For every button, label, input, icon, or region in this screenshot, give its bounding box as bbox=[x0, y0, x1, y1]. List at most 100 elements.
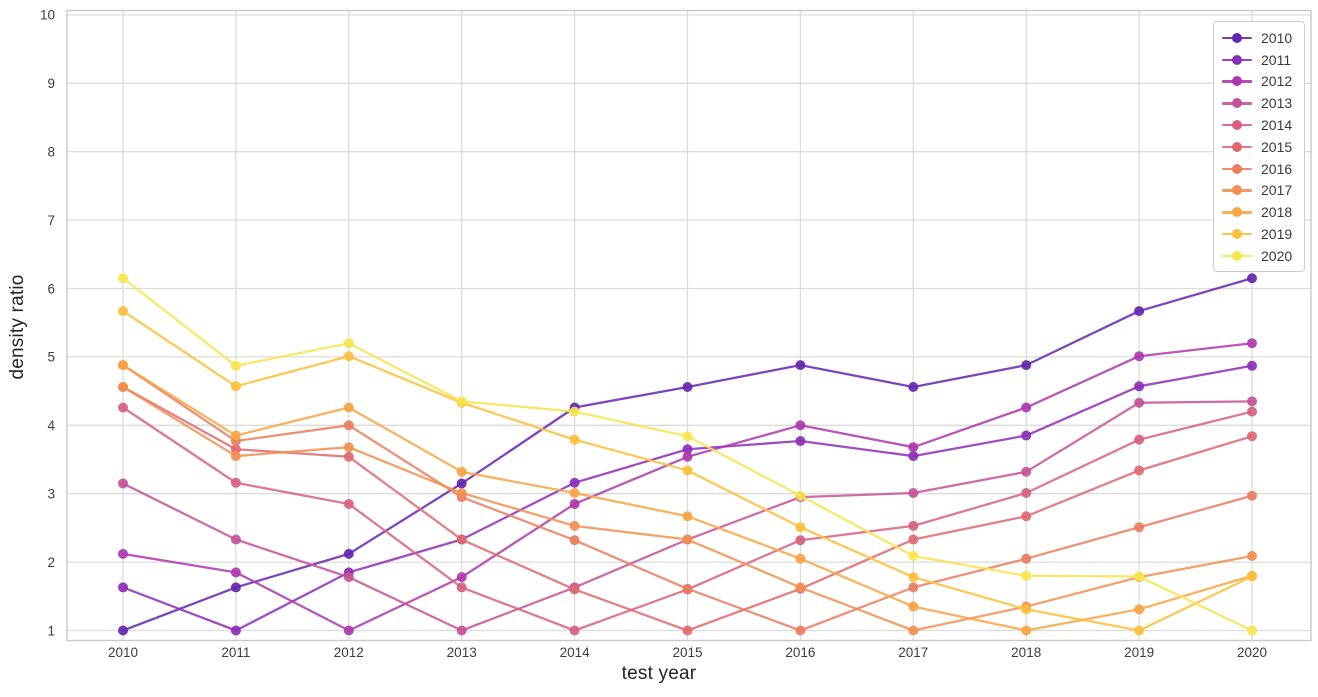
data-point-2010-2010 bbox=[118, 625, 128, 636]
data-point-2020-2010 bbox=[118, 273, 128, 284]
data-point-2017-2010 bbox=[118, 381, 128, 392]
data-point-2020-2011 bbox=[230, 360, 241, 371]
data-point-2014-2011 bbox=[230, 477, 241, 488]
data-point-2015-2019 bbox=[1134, 465, 1145, 476]
data-point-2016-2014 bbox=[569, 535, 580, 546]
data-point-2014-2016 bbox=[795, 535, 806, 546]
data-point-2010-2012 bbox=[343, 548, 354, 559]
data-point-2016-2015 bbox=[682, 583, 693, 594]
data-point-2016-2016 bbox=[795, 625, 806, 636]
data-point-2019-2015 bbox=[682, 465, 693, 476]
legend-label: 2010 bbox=[1261, 29, 1293, 46]
data-point-2011-2010 bbox=[118, 582, 128, 593]
data-point-2012-2012 bbox=[343, 625, 354, 636]
legend-label: 2013 bbox=[1261, 95, 1293, 112]
y-tick-label: 4 bbox=[47, 418, 55, 433]
legend-label: 2014 bbox=[1261, 117, 1293, 134]
x-tick-label: 2014 bbox=[560, 645, 591, 660]
data-point-2015-2012 bbox=[343, 451, 354, 462]
data-point-2014-2010 bbox=[118, 402, 128, 413]
data-point-2014-2019 bbox=[1134, 434, 1145, 445]
y-tick-label: 6 bbox=[47, 281, 55, 296]
data-point-2018-2010 bbox=[118, 360, 128, 371]
data-point-2013-2013 bbox=[456, 625, 467, 636]
data-point-2014-2018 bbox=[1021, 488, 1032, 499]
data-point-2012-2017 bbox=[908, 442, 919, 453]
data-point-2017-2014 bbox=[569, 520, 580, 531]
y-tick-label: 1 bbox=[47, 623, 55, 638]
legend-swatch-icon bbox=[1222, 76, 1252, 87]
data-point-2012-2019 bbox=[1134, 351, 1145, 362]
data-point-2018-2017 bbox=[908, 601, 919, 612]
data-point-2010-2020 bbox=[1247, 273, 1257, 284]
data-point-2013-2012 bbox=[343, 572, 354, 583]
data-point-2013-2020 bbox=[1247, 396, 1257, 407]
data-point-2015-2015 bbox=[682, 625, 693, 636]
data-point-2016-2017 bbox=[908, 582, 919, 593]
legend-swatch-icon bbox=[1222, 120, 1252, 131]
x-tick-label: 2012 bbox=[334, 645, 364, 660]
legend-swatch-icon bbox=[1222, 229, 1252, 240]
y-tick-label: 7 bbox=[47, 213, 55, 228]
data-point-2010-2015 bbox=[682, 381, 693, 392]
legend-swatch-icon bbox=[1222, 207, 1252, 218]
data-point-2011-2015 bbox=[682, 444, 693, 455]
legend-item-2014: 2014 bbox=[1222, 114, 1298, 136]
data-point-2012-2015 bbox=[682, 451, 693, 462]
data-point-2010-2011 bbox=[230, 582, 241, 593]
data-point-2019-2019 bbox=[1134, 625, 1145, 636]
data-point-2015-2013 bbox=[456, 534, 467, 545]
data-point-2019-2020 bbox=[1247, 571, 1257, 582]
data-point-2018-2018 bbox=[1021, 625, 1032, 636]
data-point-2020-2019 bbox=[1134, 571, 1145, 582]
y-tick-label: 2 bbox=[47, 555, 55, 570]
legend-label: 2012 bbox=[1261, 73, 1293, 90]
data-point-2011-2017 bbox=[908, 451, 919, 462]
data-point-2016-2019 bbox=[1134, 522, 1145, 533]
data-point-2017-2017 bbox=[908, 625, 919, 636]
x-tick-label: 2017 bbox=[898, 645, 928, 660]
legend-swatch-icon bbox=[1222, 54, 1252, 65]
data-point-2018-2012 bbox=[343, 402, 354, 413]
data-point-2015-2014 bbox=[569, 584, 580, 595]
legend: 2010 2011 2012 2013 2014 2015 2016 2017 2018 2019… bbox=[1213, 21, 1305, 272]
legend-swatch-icon bbox=[1222, 32, 1252, 43]
legend-label: 2011 bbox=[1261, 51, 1292, 68]
y-axis-label: density ratio bbox=[7, 274, 28, 380]
legend-item-2011: 2011 bbox=[1222, 49, 1298, 71]
data-point-2019-2017 bbox=[908, 572, 919, 583]
y-tick-label: 10 bbox=[40, 8, 55, 23]
x-tick-label: 2019 bbox=[1124, 645, 1154, 660]
data-point-2013-2011 bbox=[230, 534, 241, 545]
data-point-2020-2016 bbox=[795, 490, 806, 501]
legend-item-2013: 2013 bbox=[1222, 92, 1298, 114]
data-point-2012-2018 bbox=[1021, 402, 1032, 413]
legend-swatch-icon bbox=[1222, 141, 1252, 152]
legend-label: 2019 bbox=[1261, 226, 1293, 243]
legend-item-2019: 2019 bbox=[1222, 223, 1298, 245]
legend-label: 2017 bbox=[1261, 182, 1293, 199]
x-tick-label: 2018 bbox=[1011, 645, 1041, 660]
data-point-2013-2017 bbox=[908, 488, 919, 499]
x-tick-label: 2015 bbox=[672, 645, 702, 660]
data-point-2020-2015 bbox=[682, 431, 693, 442]
data-point-2013-2019 bbox=[1134, 397, 1145, 408]
legend-item-2017: 2017 bbox=[1222, 180, 1298, 202]
data-point-2011-2011 bbox=[230, 625, 241, 636]
data-point-2010-2013 bbox=[456, 478, 467, 489]
x-tick-label: 2010 bbox=[108, 645, 138, 660]
legend-item-2015: 2015 bbox=[1222, 136, 1298, 158]
data-point-2020-2013 bbox=[456, 396, 467, 407]
data-point-2018-2015 bbox=[682, 511, 693, 522]
data-point-2011-2018 bbox=[1021, 430, 1032, 441]
data-point-2010-2017 bbox=[908, 381, 919, 392]
y-tick-label: 9 bbox=[47, 76, 55, 91]
y-tick-label: 3 bbox=[47, 487, 55, 502]
data-point-2015-2017 bbox=[908, 534, 919, 545]
legend-item-2020: 2020 bbox=[1222, 245, 1298, 267]
data-point-2014-2012 bbox=[343, 498, 354, 509]
data-point-2010-2018 bbox=[1021, 360, 1032, 371]
data-point-2018-2016 bbox=[795, 553, 806, 564]
data-point-2014-2017 bbox=[908, 520, 919, 531]
